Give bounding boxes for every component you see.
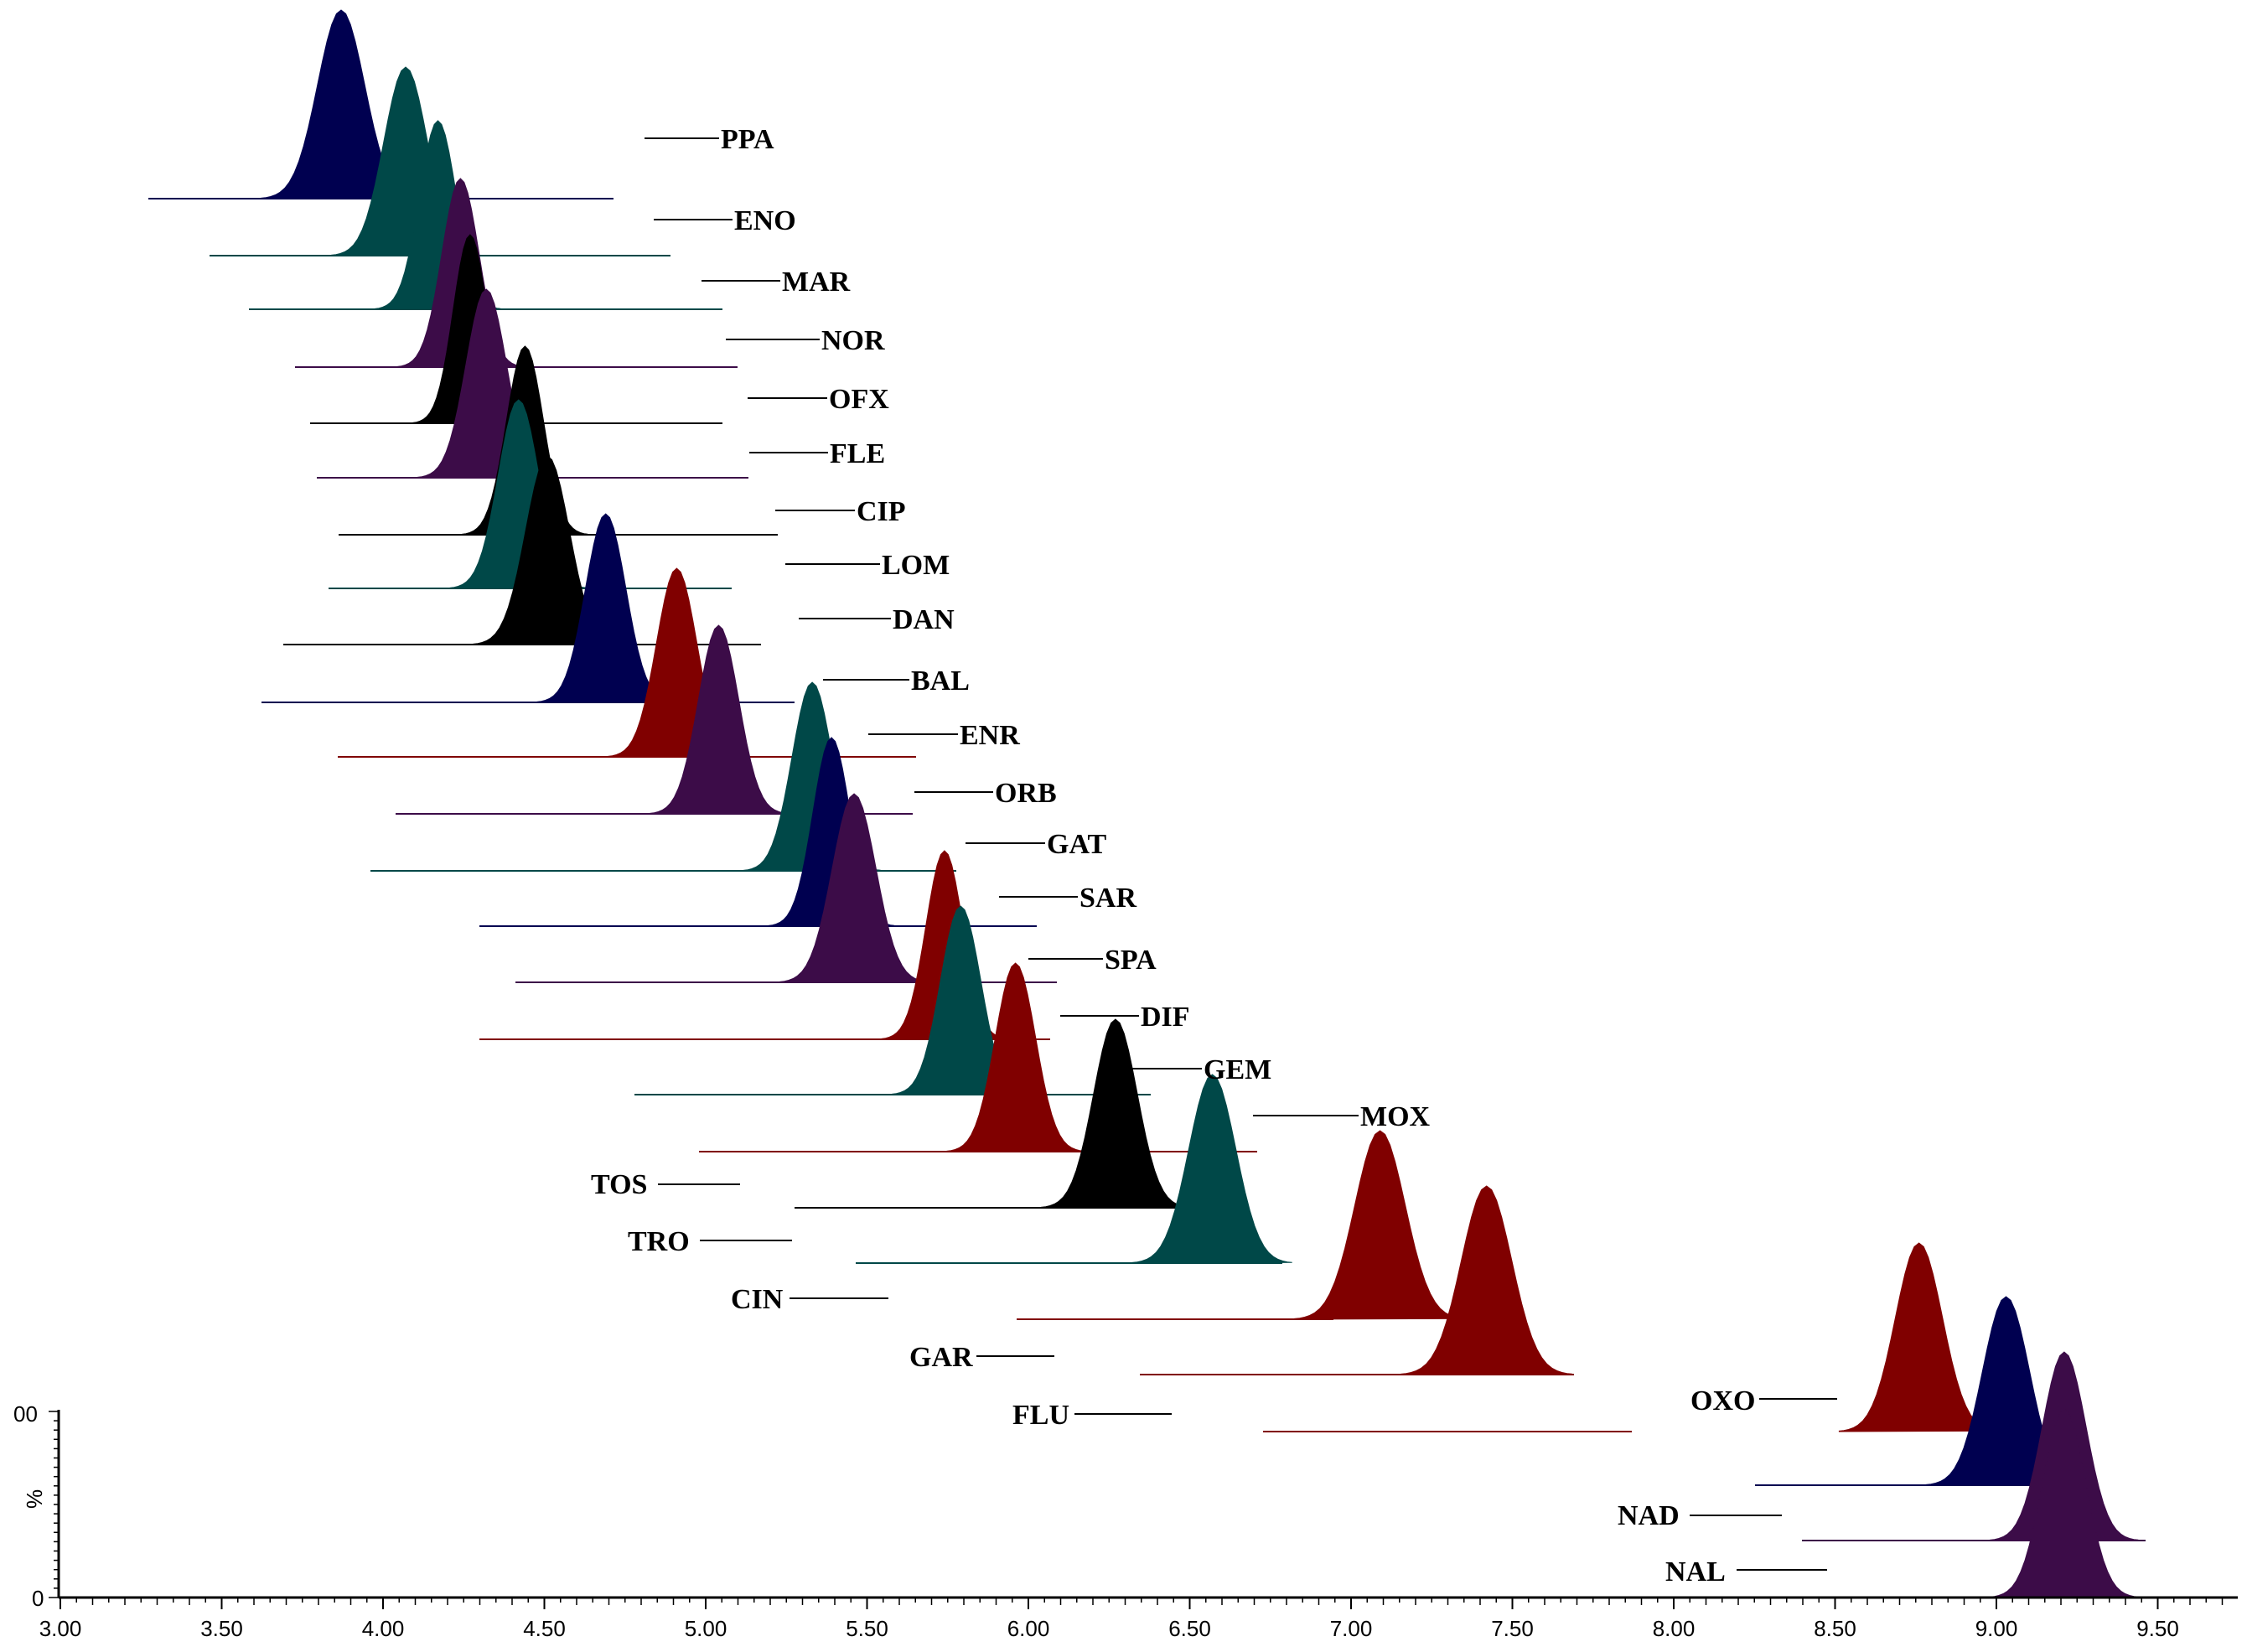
x-tick-label: 8.00 [1653,1616,1696,1641]
x-tick-label: 4.00 [362,1616,405,1641]
peak-label-NOR: NOR [821,325,885,356]
x-ticks: 3.00 3.50 4.00 4.50 5.00 5.50 6.00 6.50 7.00 7.50… [39,1598,2224,1641]
peak-label-SPA: SPA [1105,945,1157,976]
trace-NOR [295,178,738,368]
peak-CIN [1294,1130,1466,1320]
peak-TOS [1041,1018,1190,1209]
y-tick-label-top: 00 [13,1401,38,1427]
peak-label-OFX: OFX [829,384,889,415]
peak-label-PPA: PPA [721,124,774,155]
peak-label-OXO: OXO [1690,1385,1755,1416]
x-tick-label: 4.50 [523,1616,566,1641]
peak-label-FLE: FLE [830,438,885,469]
x-tick-label: 3.00 [39,1616,82,1641]
peak-GAR [1400,1185,1572,1375]
peak-label-NAL: NAL [1665,1556,1726,1587]
x-tick-label: 9.00 [1975,1616,2018,1641]
peak-label-GAT: GAT [1047,829,1106,860]
x-tick-label: 7.00 [1330,1616,1373,1641]
trace-GAR [1140,1185,1574,1375]
peak-FLU [1838,1242,1999,1432]
peak-label-ORB: ORB [995,778,1057,809]
peak-ORB [650,624,788,815]
peak-label-GAR: GAR [909,1342,973,1373]
trace-MOX [699,962,1257,1152]
peak-label-layer: PPA ENO MAR NOR OFX FLE CIP LOM DAN BAL … [591,124,1837,1587]
peak-SPA [779,793,929,983]
peak-label-ENO: ENO [734,205,796,236]
peak-label-SAR: SAR [1079,883,1136,914]
peak-label-CIP: CIP [857,496,906,527]
y-tick-label-bottom: 0 [32,1586,44,1611]
peak-label-DIF: DIF [1141,1002,1190,1033]
x-tick-label: 5.50 [846,1616,888,1641]
peak-label-FLU: FLU [1012,1400,1069,1431]
trace-layer [148,9,2146,1598]
peak-TRO [1131,1074,1292,1264]
peak-label-TRO: TRO [628,1226,690,1257]
x-tick-label: 8.50 [1814,1616,1856,1641]
axes-layer: 00 0 % 3.00 3.50 4.00 4.50 5.00 5.50 6.00 6.50 7… [13,1401,2238,1641]
x-tick-label: 3.50 [200,1616,243,1641]
x-tick-label: 9.50 [2136,1616,2179,1641]
peak-label-LOM: LOM [882,550,950,581]
trace-GEM [634,905,1151,1095]
peak-label-ENR: ENR [960,720,1020,751]
peak-label-DAN: DAN [893,604,955,635]
trace-CIN [1017,1130,1466,1320]
peak-label-GEM: GEM [1204,1054,1271,1085]
peak-label-BAL: BAL [911,665,970,697]
trace-TRO [856,1074,1292,1264]
peak-label-CIN: CIN [731,1284,784,1315]
peak-MOX [946,962,1085,1152]
peak-label-TOS: TOS [591,1169,647,1200]
x-tick-label: 5.00 [685,1616,727,1641]
y-axis-label: % [22,1489,47,1509]
peak-label-MAR: MAR [782,267,851,298]
x-tick-label: 6.00 [1007,1616,1050,1641]
y-minor-ticks [49,1411,59,1598]
peak-NAL [1990,1408,2139,1598]
peak-label-NAD: NAD [1618,1500,1680,1531]
x-tick-label: 6.50 [1168,1616,1211,1641]
x-tick-label: 7.50 [1491,1616,1534,1641]
trace-TOS [795,1018,1197,1209]
peak-label-MOX: MOX [1360,1101,1431,1132]
